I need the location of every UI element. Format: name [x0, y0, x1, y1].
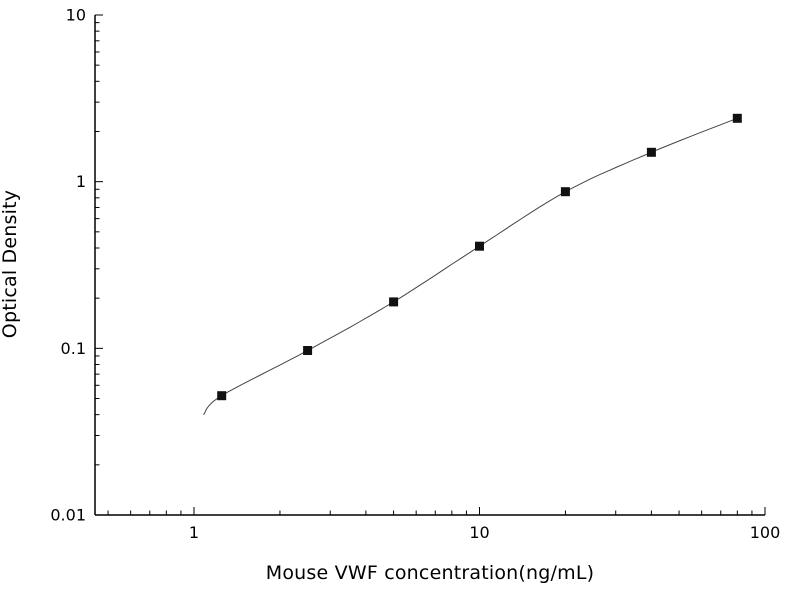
svg-text:100: 100	[750, 523, 781, 542]
svg-text:0.1: 0.1	[61, 339, 86, 358]
svg-text:1: 1	[189, 523, 199, 542]
svg-text:10: 10	[66, 6, 86, 25]
svg-text:10: 10	[469, 523, 489, 542]
svg-text:0.01: 0.01	[50, 506, 86, 525]
svg-text:1: 1	[76, 172, 86, 191]
x-axis-label: Mouse VWF concentration(ng/mL)	[265, 562, 595, 584]
y-axis-label: Optical Density	[0, 189, 21, 339]
